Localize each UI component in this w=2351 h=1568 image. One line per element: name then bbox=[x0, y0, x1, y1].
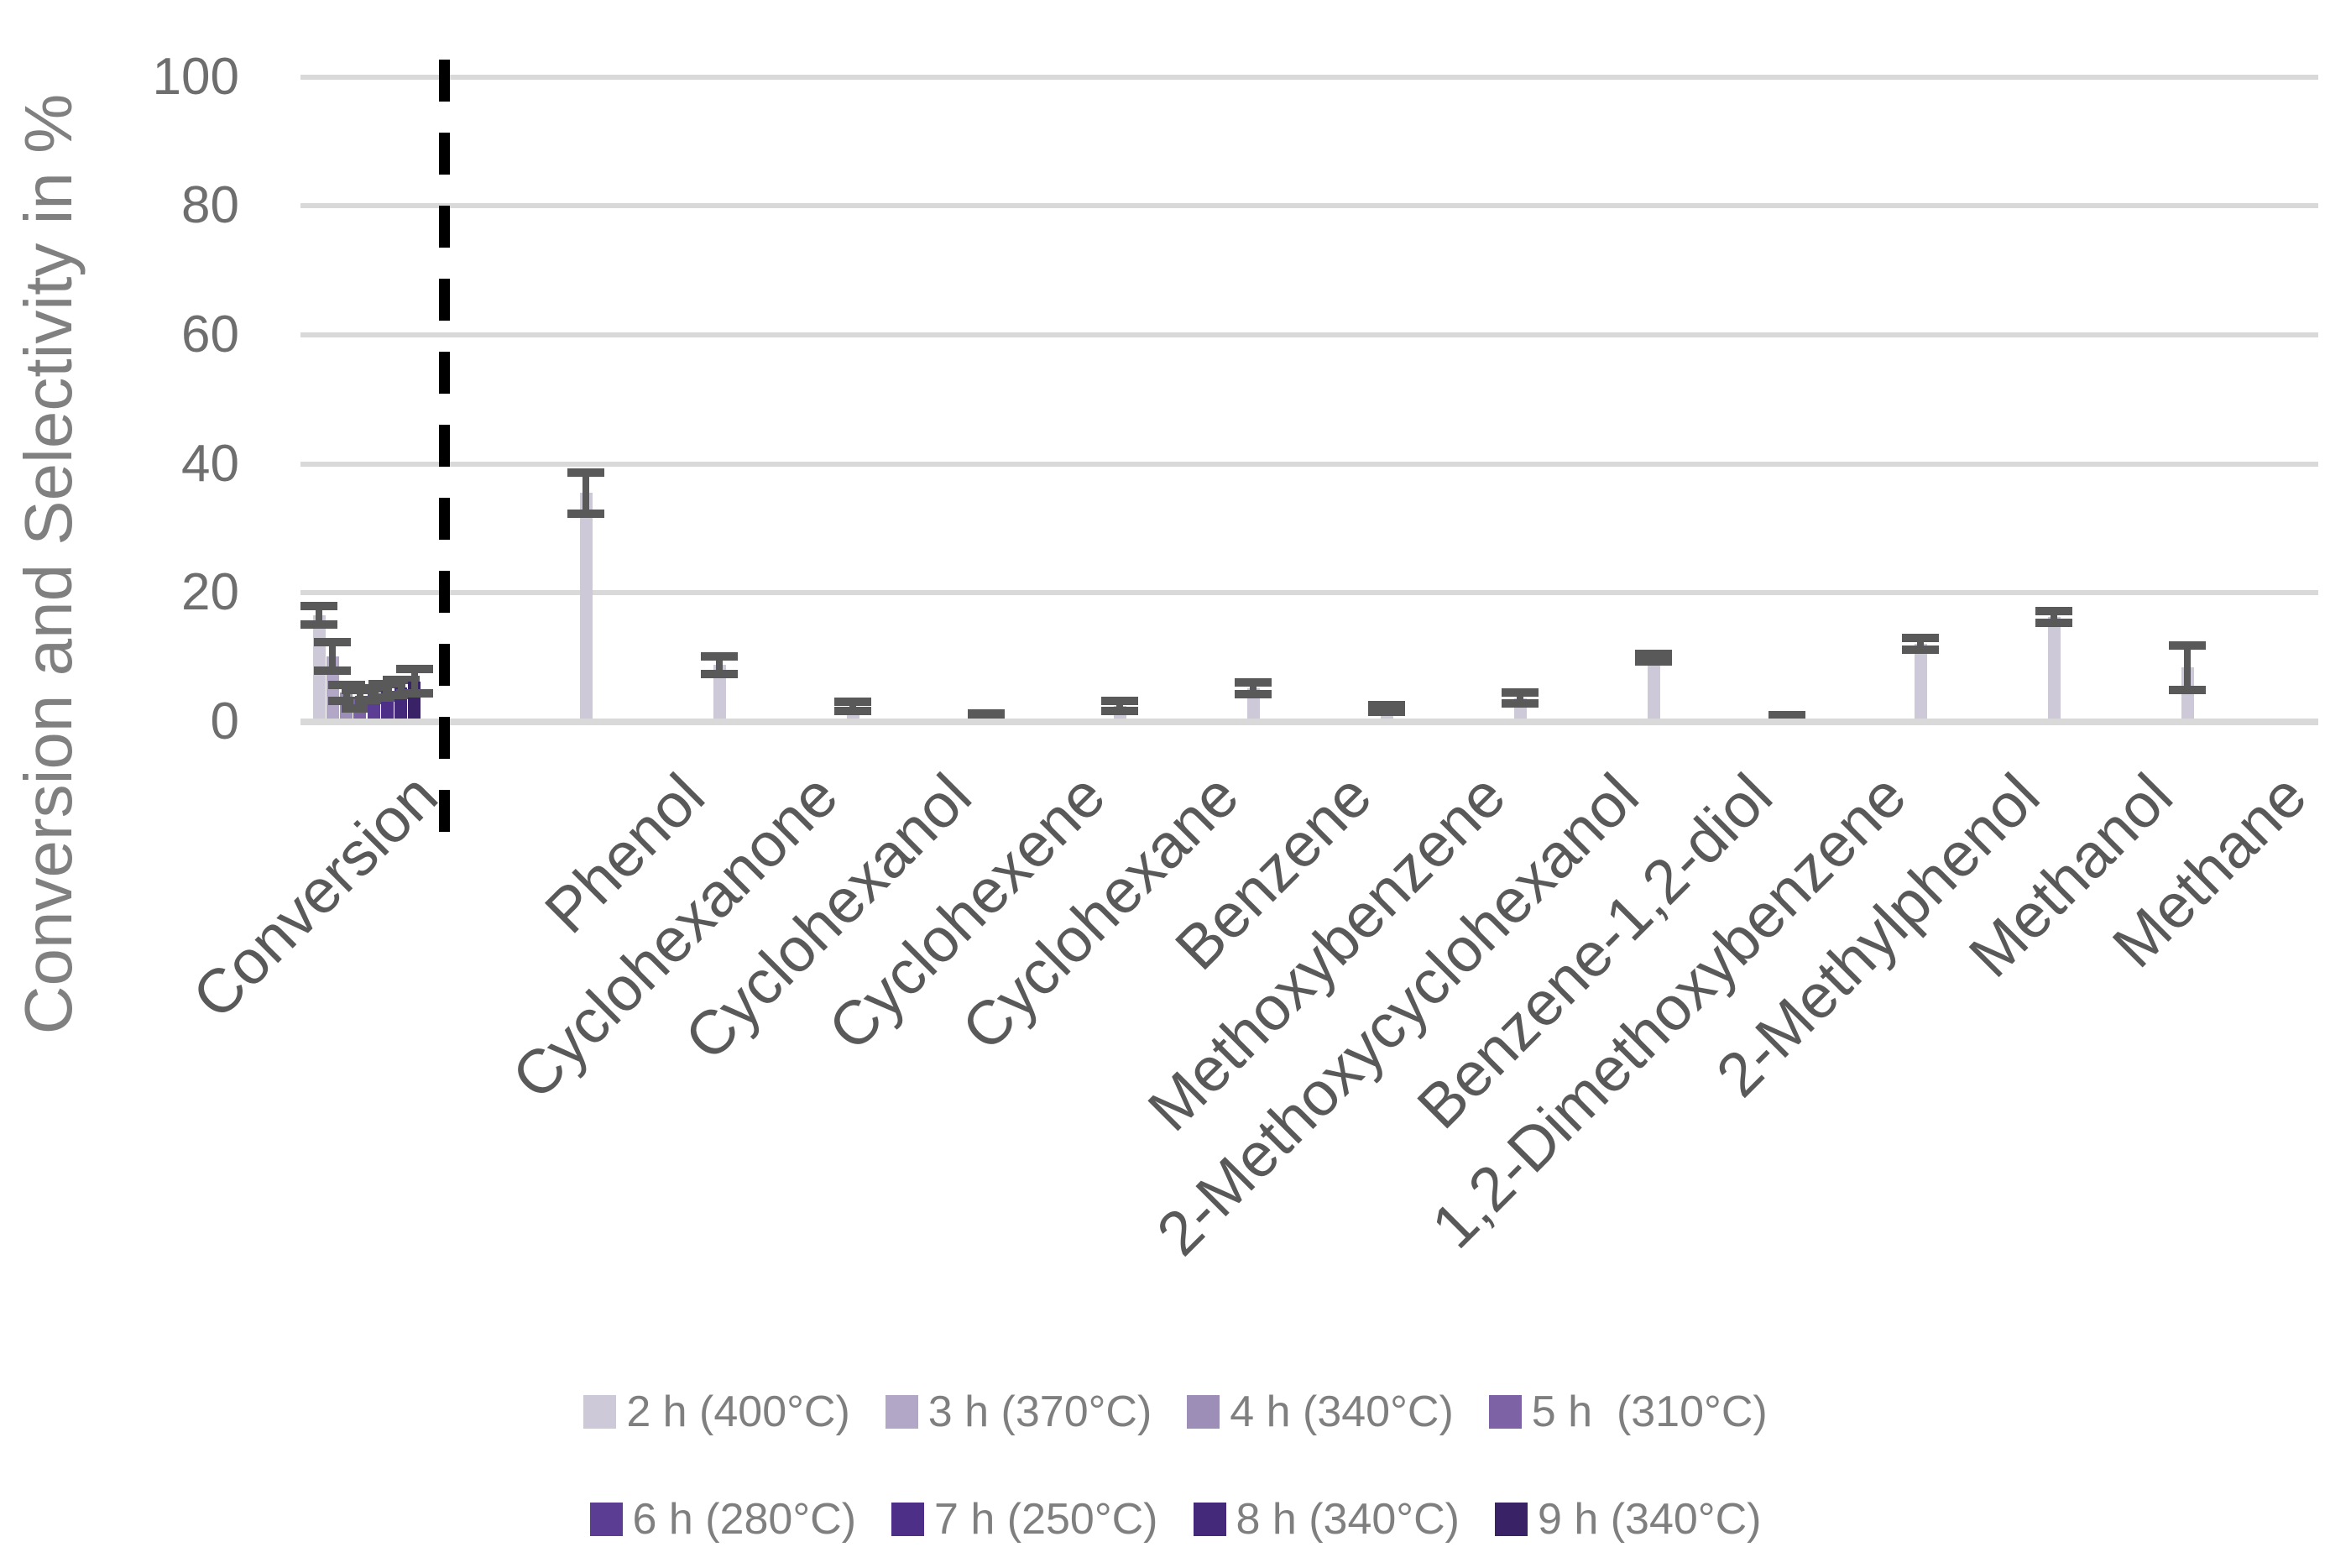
error-bar-cap bbox=[1502, 688, 1539, 698]
legend-item-9 h (340°C): 9 h (340°C) bbox=[1494, 1495, 1762, 1544]
legend-swatch bbox=[589, 1503, 623, 1536]
legend-item-7 h (250°C): 7 h (250°C) bbox=[891, 1495, 1158, 1544]
bar-Cyclohexanone-2 h (400°C) bbox=[713, 665, 726, 722]
legend-swatch bbox=[1488, 1395, 1522, 1429]
legend-swatch bbox=[1494, 1503, 1528, 1536]
error-bar-cap bbox=[1368, 701, 1405, 710]
legend-label: 8 h (340°C) bbox=[1236, 1495, 1460, 1544]
legend-label: 3 h (370°C) bbox=[927, 1388, 1152, 1436]
legend-label: 7 h (250°C) bbox=[934, 1495, 1158, 1544]
legend-item-8 h (340°C): 8 h (340°C) bbox=[1193, 1495, 1460, 1544]
error-bar-cap bbox=[701, 651, 738, 661]
legend-row-1: 2 h (400°C) 3 h (370°C) 4 h (340°C) 5 h (31… bbox=[0, 1388, 2351, 1435]
legend-swatch bbox=[891, 1503, 925, 1536]
error-bar-cap bbox=[834, 706, 871, 715]
error-bar-cap bbox=[1502, 698, 1539, 708]
error-bar-cap bbox=[968, 708, 1005, 718]
gridline-y-100 bbox=[300, 74, 2318, 80]
error-bar-cap bbox=[2169, 641, 2206, 651]
legend-item-5 h (310°C): 5 h (310°C) bbox=[1488, 1388, 1768, 1436]
error-bar-cap bbox=[1368, 707, 1405, 716]
legend-row-2: 6 h (280°C) 7 h (250°C) 8 h (340°C) 9 h (34… bbox=[0, 1496, 2351, 1543]
error-bar-cap bbox=[1902, 634, 1939, 643]
gridline-y-60 bbox=[300, 332, 2318, 337]
error-bar-cap bbox=[314, 666, 352, 675]
legend-label: 9 h (340°C) bbox=[1537, 1495, 1762, 1544]
error-bar-cap bbox=[968, 713, 1005, 722]
error-bar-cap bbox=[341, 703, 379, 713]
legend-item-2 h (400°C): 2 h (400°C) bbox=[583, 1388, 850, 1436]
error-bar-cap bbox=[1635, 649, 1672, 658]
y-tick-label-20: 20 bbox=[181, 563, 239, 622]
separator-dashed-line bbox=[439, 60, 450, 838]
legend-item-3 h (370°C): 3 h (370°C) bbox=[885, 1388, 1152, 1436]
error-bar-line bbox=[583, 472, 589, 514]
error-bar-cap bbox=[1902, 645, 1939, 654]
y-tick-label-40: 40 bbox=[181, 434, 239, 493]
legend-swatch bbox=[885, 1395, 918, 1429]
bar-Benzene-1,2-diol-2 h (400°C) bbox=[1647, 657, 1660, 722]
error-bar-cap bbox=[382, 676, 420, 685]
legend-item-4 h (340°C): 4 h (340°C) bbox=[1187, 1388, 1454, 1436]
error-bar-cap bbox=[395, 664, 433, 673]
error-bar-line bbox=[329, 641, 337, 671]
error-bar-line bbox=[1116, 700, 1123, 711]
x-axis-line bbox=[300, 719, 2318, 725]
y-tick-label-80: 80 bbox=[181, 176, 239, 235]
error-bar-cap bbox=[300, 602, 337, 611]
bar-Methanol-2 h (400°C) bbox=[2047, 616, 2061, 722]
gridline-y-80 bbox=[300, 203, 2318, 209]
legend-swatch bbox=[1187, 1395, 1220, 1429]
legend-swatch bbox=[1193, 1503, 1226, 1536]
error-bar-cap bbox=[300, 619, 337, 629]
error-bar-line bbox=[2184, 645, 2191, 690]
error-bar-line bbox=[384, 684, 391, 698]
error-bar-cap bbox=[1635, 656, 1672, 666]
error-bar-line bbox=[397, 680, 405, 696]
error-bar-line bbox=[1250, 682, 1256, 694]
error-bar-cap bbox=[1235, 689, 1272, 698]
error-bar-cap bbox=[1235, 678, 1272, 687]
error-bar-line bbox=[716, 656, 723, 675]
bar-Phenol-2 h (400°C) bbox=[579, 493, 593, 722]
legend-label: 6 h (280°C) bbox=[632, 1495, 857, 1544]
error-bar-line bbox=[316, 606, 322, 625]
bar-2-Methylphenol-2 h (400°C) bbox=[1914, 644, 1927, 722]
legend-label: 2 h (400°C) bbox=[626, 1388, 850, 1436]
y-tick-label-60: 60 bbox=[181, 305, 239, 363]
error-bar-cap bbox=[567, 509, 604, 518]
gridline-y-20 bbox=[300, 590, 2318, 596]
error-bar-line bbox=[1917, 638, 1924, 650]
error-bar-line bbox=[849, 702, 856, 711]
error-bar-cap bbox=[368, 680, 406, 689]
error-bar-cap bbox=[834, 698, 871, 707]
legend-swatch bbox=[583, 1395, 617, 1429]
error-bar-cap bbox=[2035, 606, 2072, 615]
error-bar-cap bbox=[701, 670, 738, 679]
error-bar-cap bbox=[314, 637, 352, 646]
legend-item-6 h (280°C): 6 h (280°C) bbox=[589, 1495, 857, 1544]
error-bar-cap bbox=[567, 468, 604, 477]
y-tick-label-0: 0 bbox=[210, 693, 239, 750]
gridline-y-40 bbox=[300, 461, 2318, 467]
category-label-Conversion: Conversion bbox=[179, 760, 451, 1032]
error-bar-cap bbox=[2035, 618, 2072, 627]
error-bar-line bbox=[1517, 693, 1523, 703]
error-bar-cap bbox=[2169, 685, 2206, 694]
error-bar-cap bbox=[327, 696, 365, 705]
error-bar-line bbox=[410, 668, 418, 694]
error-bar-cap bbox=[1101, 706, 1138, 715]
legend-label: 5 h (310°C) bbox=[1531, 1388, 1768, 1436]
error-bar-cap bbox=[1101, 696, 1138, 705]
error-bar-cap bbox=[395, 689, 433, 698]
y-tick-label-100: 100 bbox=[152, 47, 239, 106]
error-bar-cap bbox=[327, 681, 365, 690]
legend-label: 4 h (340°C) bbox=[1230, 1388, 1454, 1436]
error-bar-line bbox=[2051, 610, 2057, 623]
